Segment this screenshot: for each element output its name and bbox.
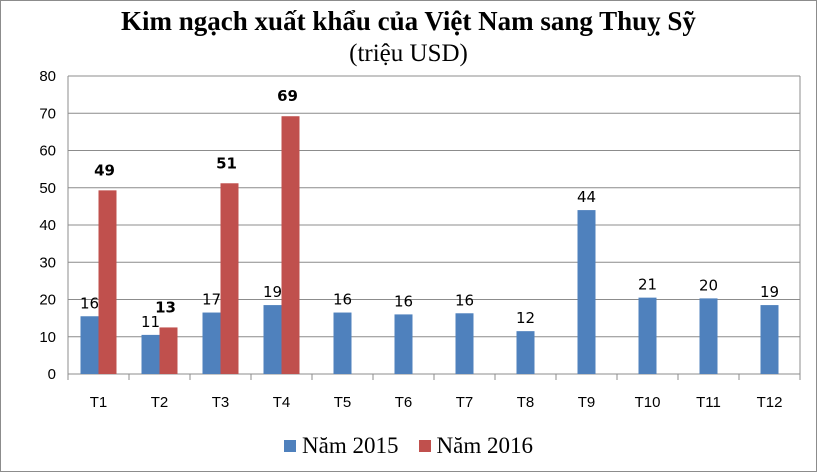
legend-item-2015: Năm 2015 — [284, 433, 399, 459]
data-label-2015-T12: 19 — [760, 283, 779, 301]
x-tick-label-T12: T12 — [757, 394, 783, 411]
x-tick-label-T5: T5 — [334, 394, 352, 411]
data-label-2015-T6: 16 — [394, 292, 413, 310]
y-tick-label-70: 70 — [39, 105, 56, 122]
bar-2016-T3 — [220, 183, 239, 374]
legend-swatch-2015 — [284, 440, 297, 452]
data-label-2016-T1: 49 — [94, 161, 115, 179]
bar-2015-T1 — [80, 316, 99, 374]
data-label-2015-T10: 21 — [638, 276, 657, 294]
y-tick-label-10: 10 — [39, 329, 56, 346]
x-tick-label-T1: T1 — [90, 394, 108, 411]
data-label-2015-T7: 16 — [455, 291, 474, 309]
data-label-2015-T5: 16 — [333, 291, 352, 309]
data-label-2015-T2: 11 — [141, 313, 160, 331]
data-label-2015-T1: 16 — [80, 294, 99, 312]
x-tick-label-T10: T10 — [635, 394, 661, 411]
bar-2015-T3 — [202, 312, 221, 374]
data-label-2015-T4: 19 — [263, 283, 282, 301]
data-label-2016-T3: 51 — [216, 154, 237, 172]
legend-label-2016: Năm 2016 — [436, 433, 533, 458]
x-tick-label-T9: T9 — [578, 394, 596, 411]
x-tick-label-T8: T8 — [517, 394, 535, 411]
bar-2016-T2 — [159, 327, 178, 374]
y-tick-label-20: 20 — [39, 292, 56, 309]
x-tick-label-T11: T11 — [696, 394, 721, 411]
x-tick-label-T6: T6 — [395, 394, 413, 411]
data-label-2015-T9: 44 — [577, 188, 596, 206]
data-label-2015-T3: 17 — [202, 291, 221, 309]
legend: Năm 2015 Năm 2016 — [0, 433, 817, 459]
legend-item-2016: Năm 2016 — [418, 433, 533, 459]
chart-title: Kim ngạch xuất khẩu của Việt Nam sang Th… — [121, 6, 696, 36]
legend-label-2015: Năm 2015 — [302, 433, 399, 458]
bar-2015-T2 — [141, 334, 160, 374]
x-tick-label-T4: T4 — [273, 394, 291, 411]
bar-2015-T4 — [263, 305, 282, 374]
bar-2015-T9 — [577, 210, 596, 374]
x-tick-label-T3: T3 — [212, 394, 230, 411]
data-label-2015-T8: 12 — [516, 309, 535, 327]
bar-2015-T12 — [760, 305, 779, 374]
bar-2016-T1 — [98, 190, 117, 374]
y-tick-label-50: 50 — [39, 180, 56, 197]
bar-2015-T6 — [394, 314, 413, 374]
data-label-2015-T11: 20 — [699, 276, 718, 294]
y-tick-label-40: 40 — [39, 217, 56, 234]
bar-2015-T10 — [638, 297, 657, 374]
y-tick-label-0: 0 — [48, 366, 56, 383]
legend-swatch-2016 — [418, 440, 431, 452]
x-tick-label-T2: T2 — [151, 394, 169, 411]
bar-2015-T5 — [333, 312, 352, 374]
data-label-2016-T2: 13 — [155, 298, 176, 316]
y-tick-label-60: 60 — [39, 143, 56, 160]
y-tick-label-80: 80 — [39, 68, 56, 85]
chart-subtitle: (triệu USD) — [349, 40, 468, 67]
data-label-2016-T4: 69 — [277, 87, 298, 105]
bar-2015-T8 — [516, 331, 535, 374]
bar-2015-T11 — [699, 298, 718, 374]
y-tick-label-30: 30 — [39, 254, 56, 271]
bar-2016-T4 — [281, 116, 300, 374]
x-tick-label-T7: T7 — [456, 394, 474, 411]
bar-2015-T7 — [455, 313, 474, 374]
